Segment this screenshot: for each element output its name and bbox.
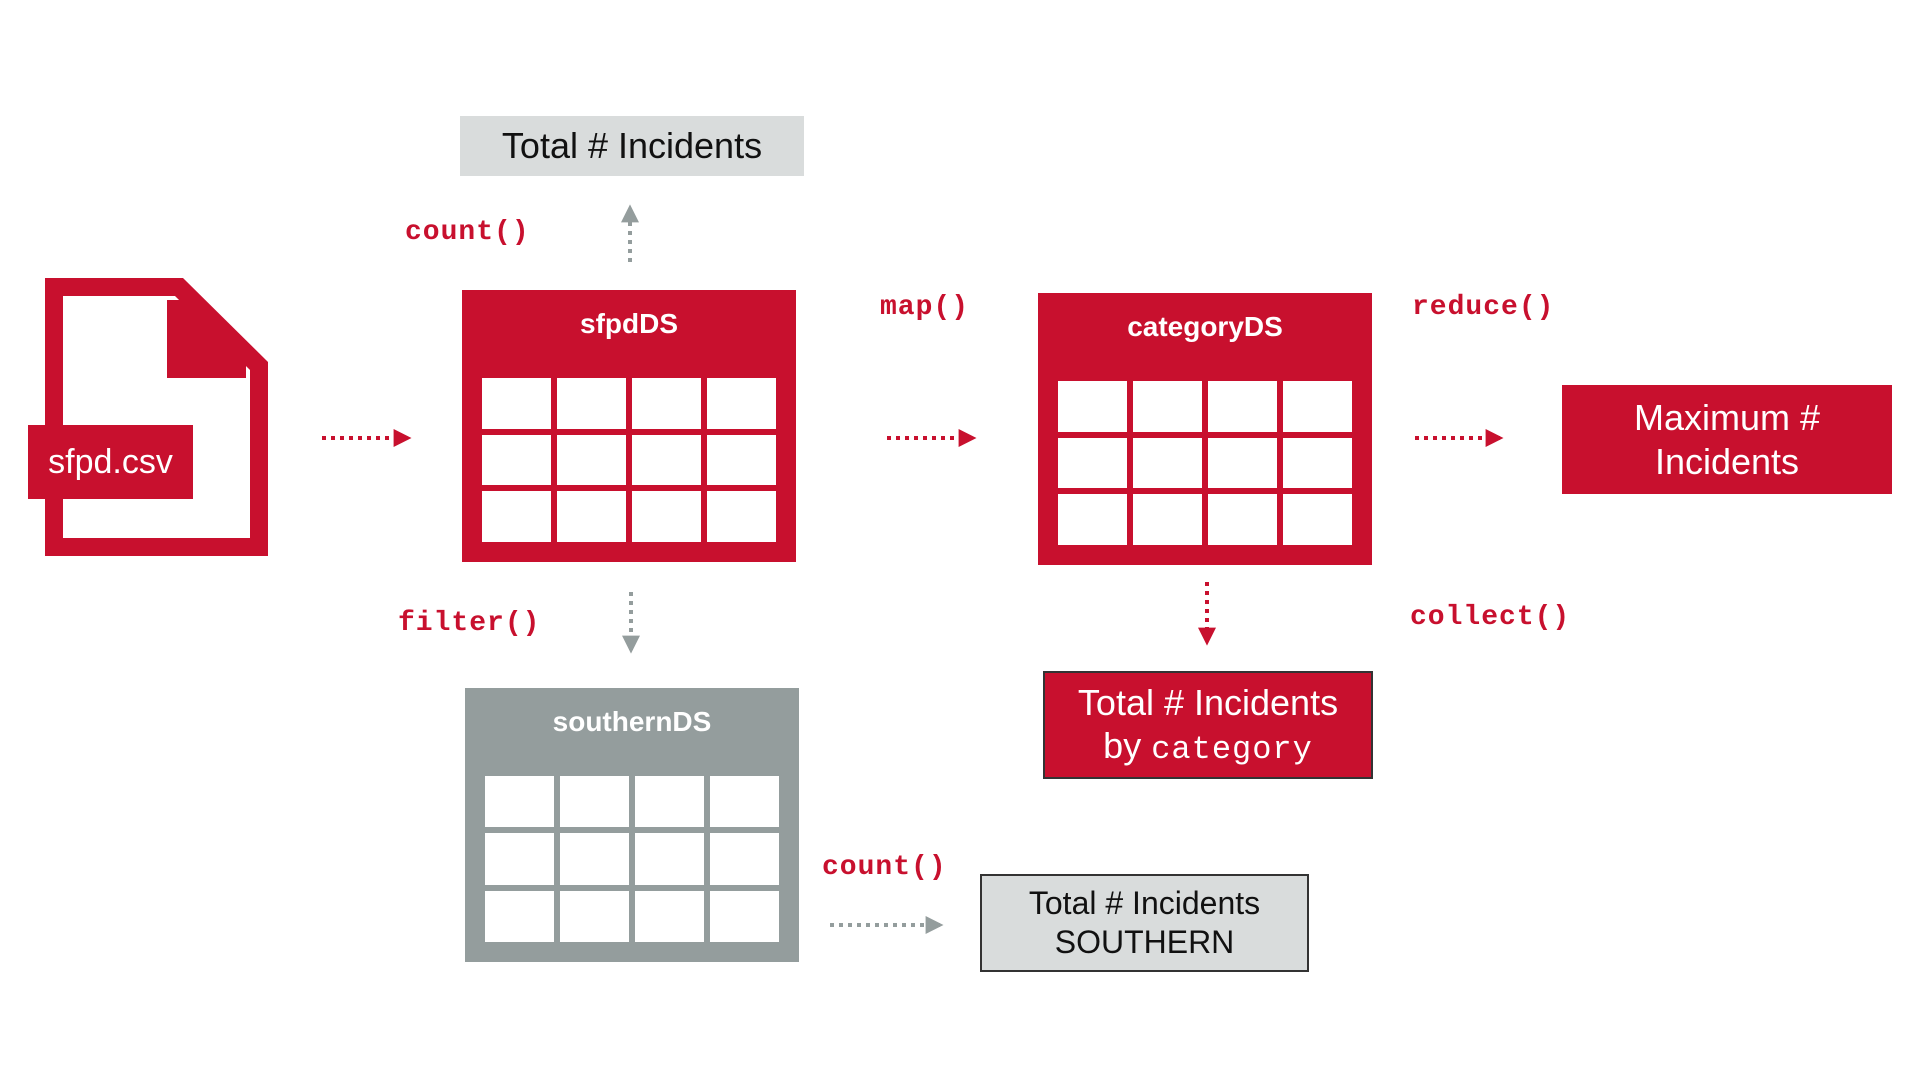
result-southern-line1: Total # Incidents: [1028, 884, 1261, 921]
table-cell: [557, 378, 626, 429]
dataset-category: categoryDS: [1038, 293, 1372, 565]
dataset-category-title: categoryDS: [1127, 311, 1283, 342]
table-cell: [707, 491, 776, 542]
table-cell: [1133, 381, 1202, 432]
table-cell: [1058, 381, 1127, 432]
dataset-sfpd-grid: [482, 378, 776, 542]
table-cell: [1283, 381, 1352, 432]
table-cell: [1058, 437, 1127, 489]
table-cell: [485, 890, 554, 942]
table-cell: [485, 776, 554, 828]
table-cell: [635, 776, 704, 828]
table-cell: [557, 491, 626, 542]
op-filter: filter(): [398, 608, 541, 639]
table-cell: [482, 491, 551, 542]
table-cell: [707, 378, 776, 429]
op-map: map(): [880, 292, 970, 323]
result-total-incidents-text: Total # Incidents: [501, 125, 763, 167]
table-cell: [1208, 381, 1277, 432]
table-cell: [560, 833, 629, 885]
table-cell: [1283, 494, 1352, 545]
table-cell: [710, 833, 779, 885]
table-cell: [635, 890, 704, 942]
table-cell: [635, 833, 704, 885]
table-cell: [632, 378, 701, 429]
result-max-incidents-line1: Maximum #: [1633, 396, 1821, 438]
result-by-category-field: category: [1151, 731, 1313, 769]
result-southern: Total # Incidents SOUTHERN: [980, 874, 1309, 972]
result-southern-line2: SOUTHERN: [1054, 924, 1235, 960]
result-max-incidents: Maximum # Incidents: [1562, 385, 1892, 494]
dataset-southern: southernDS: [465, 688, 799, 962]
op-collect: collect(): [1410, 602, 1571, 633]
table-cell: [1208, 437, 1277, 489]
dataset-category-grid: [1058, 381, 1352, 545]
table-cell: [1283, 437, 1352, 489]
table-cell: [1133, 437, 1202, 489]
table-cell: [482, 434, 551, 486]
table-cell: [707, 434, 776, 486]
result-by-category-line1: Total # Incidents: [1077, 681, 1339, 723]
table-cell: [557, 434, 626, 486]
table-cell: [632, 491, 701, 542]
result-max-incidents-line2: Incidents: [1654, 440, 1800, 482]
result-by-category-line2: by category: [1103, 724, 1313, 769]
table-cell: [560, 890, 629, 942]
table-cell: [1058, 494, 1127, 545]
table-cell: [1133, 494, 1202, 545]
csv-file-icon: [45, 278, 268, 556]
csv-file-label: sfpd.csv: [28, 425, 193, 499]
dataset-sfpd: sfpdDS: [462, 290, 796, 562]
op-count-top: count(): [405, 217, 530, 248]
table-cell: [485, 833, 554, 885]
table-cell: [710, 890, 779, 942]
result-by-category: Total # Incidents by category: [1043, 671, 1373, 779]
table-cell: [632, 434, 701, 486]
table-cell: [482, 378, 551, 429]
dataset-sfpd-title: sfpdDS: [580, 308, 678, 339]
table-cell: [710, 776, 779, 828]
result-total-incidents: Total # Incidents: [460, 116, 804, 176]
table-cell: [1208, 494, 1277, 545]
op-count-bottom: count(): [822, 852, 947, 883]
op-reduce: reduce(): [1412, 292, 1555, 323]
dataset-southern-title: southernDS: [552, 706, 712, 737]
result-by-category-prefix: by: [1103, 725, 1152, 767]
table-cell: [560, 776, 629, 828]
dataset-southern-grid: [485, 776, 779, 942]
